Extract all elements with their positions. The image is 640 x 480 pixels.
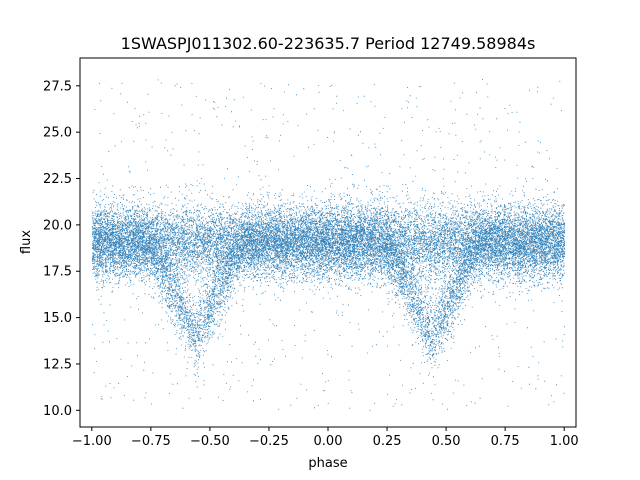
y-tick-label: 12.5 [43, 357, 72, 372]
y-tick-label: 17.5 [43, 265, 72, 280]
x-tick-label: 1.00 [550, 434, 579, 449]
x-axis-ticks: −1.00 −0.75 −0.50 −0.25 0.00 0.25 0.50 0.75 1.00 [72, 427, 579, 449]
x-tick-label: −0.25 [249, 434, 289, 449]
x-tick-label: 0.50 [432, 434, 461, 449]
y-tick-label: 20.0 [43, 218, 72, 233]
x-tick-label: −0.50 [190, 434, 230, 449]
y-tick-label: 15.0 [43, 311, 72, 326]
y-tick-label: 10.0 [43, 404, 72, 419]
x-tick-label: −0.75 [131, 434, 171, 449]
y-axis-label: flux [19, 230, 34, 254]
x-tick-label: 0.25 [373, 434, 402, 449]
x-tick-label: −1.00 [72, 434, 112, 449]
y-tick-label: 25.0 [43, 126, 72, 141]
y-tick-label: 22.5 [43, 172, 72, 187]
chart-title: 1SWASPJ011302.60-223635.7 Period 12749.5… [121, 34, 536, 53]
x-axis-label: phase [308, 456, 347, 471]
y-tick-label: 27.5 [43, 79, 72, 94]
x-tick-label: 0.75 [491, 434, 520, 449]
data-points [91, 79, 566, 411]
y-axis-ticks: 10.0 12.5 15.0 17.5 20.0 22.5 25.0 27.5 [43, 79, 80, 419]
scatter-points [91, 79, 566, 411]
x-tick-label: 0.00 [314, 434, 343, 449]
